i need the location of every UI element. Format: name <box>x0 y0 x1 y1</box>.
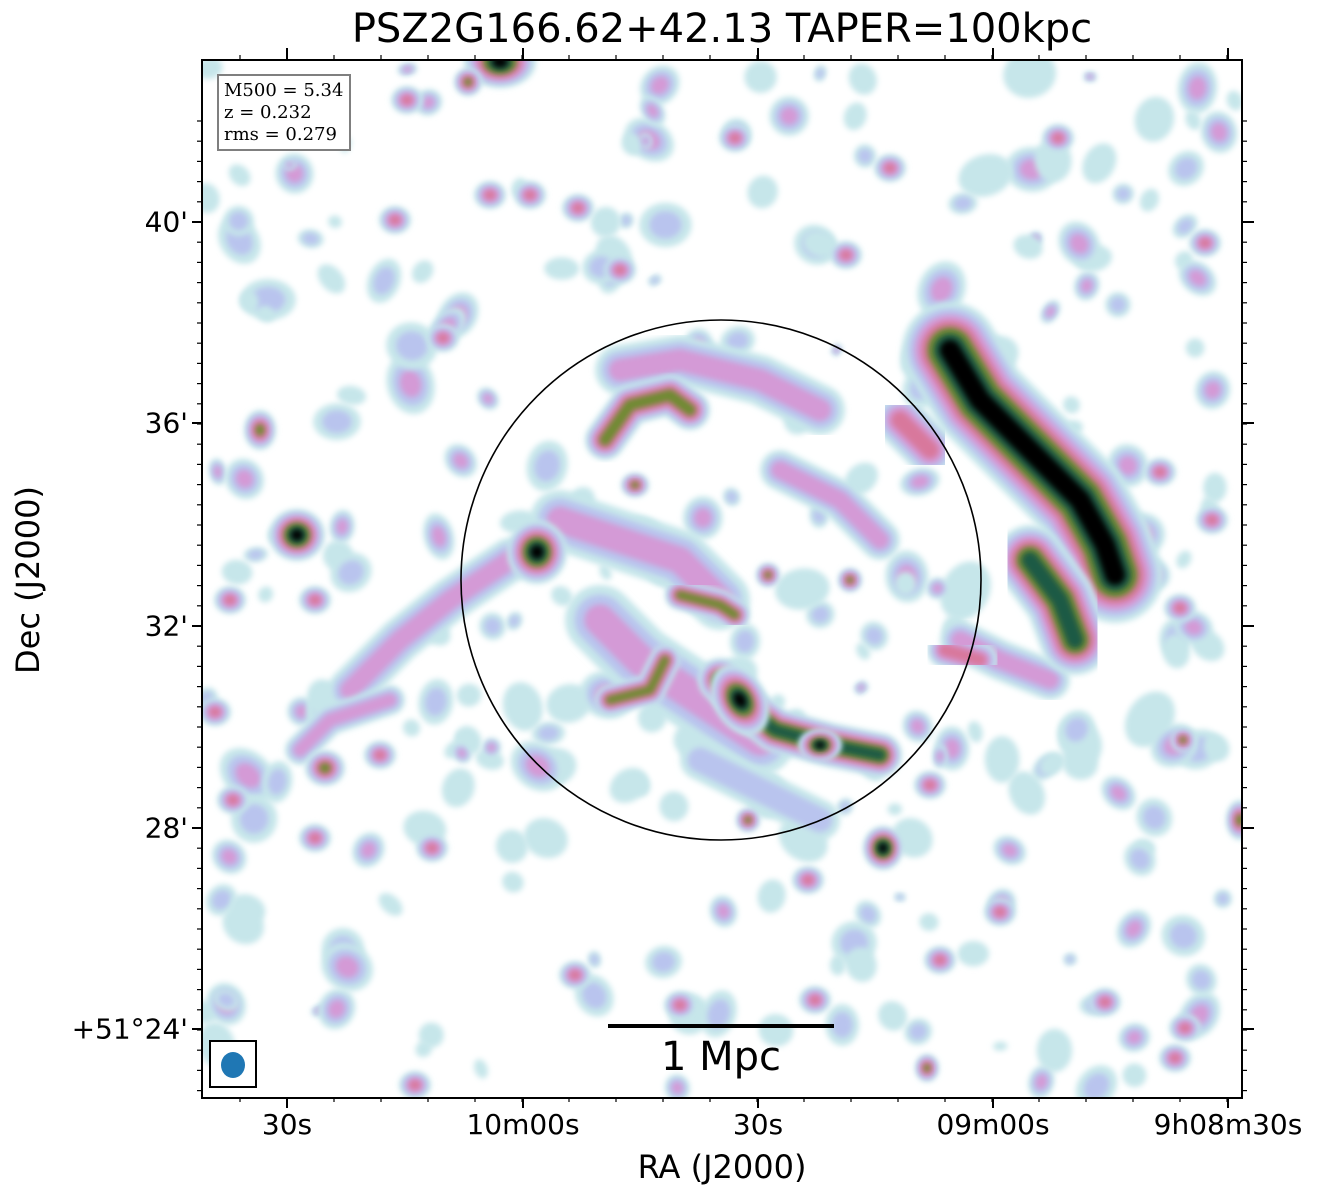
y-tick-label: 40' <box>144 205 188 239</box>
redshift-value: z = 0.232 <box>224 102 312 123</box>
scale-bar <box>608 1024 834 1028</box>
x-tick-label: 30s <box>732 1108 784 1141</box>
plot-title: PSZ2G166.62+42.13 TAPER=100kpc <box>351 6 1093 52</box>
y-tick-label: 28' <box>144 811 188 845</box>
axis-ticks <box>192 48 1254 1108</box>
y-tick-label: 36' <box>144 406 188 440</box>
radio-map-image <box>202 60 1242 1098</box>
scale-bar-label: 1 Mpc <box>660 1034 782 1080</box>
cluster-info-box: M500 = 5.34 z = 0.232 rms = 0.279 <box>217 74 352 151</box>
beam-box <box>209 1040 257 1088</box>
x-tick-label: 10m00s <box>466 1108 580 1141</box>
x-tick-label: 30s <box>261 1108 313 1141</box>
x-axis-label: RA (J2000) <box>637 1148 807 1186</box>
y-tick-label: 32' <box>144 609 188 643</box>
m500-value: M500 = 5.34 <box>224 80 344 101</box>
y-tick-label: +51°24' <box>71 1012 188 1046</box>
rms-value: rms = 0.279 <box>224 124 337 145</box>
x-tick-label: 9h08m30s <box>1153 1108 1303 1141</box>
r500-circle <box>460 319 982 841</box>
x-tick-label: 09m00s <box>936 1108 1050 1141</box>
y-axis-label: Dec (J2000) <box>9 486 47 674</box>
plot-frame <box>201 59 1243 1099</box>
beam-ellipse <box>221 1052 245 1078</box>
